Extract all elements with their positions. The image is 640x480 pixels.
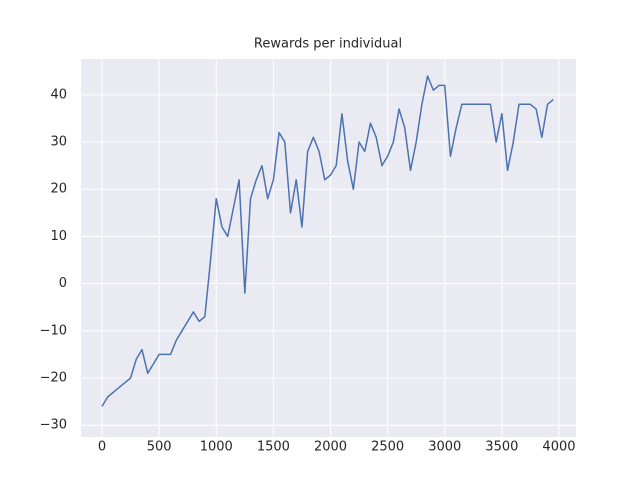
y-tick-label: −20 [40,371,67,386]
y-tick-label: 0 [59,276,67,291]
y-tick-label: −10 [40,323,67,338]
y-tick-label: 20 [50,182,67,197]
x-tick-label: 4000 [542,440,575,455]
x-tick-label: 1000 [200,440,233,455]
x-tick-label: 2000 [314,440,347,455]
y-tick-label: 30 [50,135,67,150]
x-tick-label: 3500 [485,440,518,455]
y-tick-label: 40 [50,87,67,102]
x-tick-label: 0 [98,440,106,455]
chart-title: Rewards per individual [254,37,402,52]
x-tick-label: 2500 [371,440,404,455]
x-tick-label: 500 [147,440,172,455]
y-tick-label: 10 [50,229,67,244]
x-tick-label: 1500 [257,440,290,455]
x-tick-label: 3000 [428,440,461,455]
data-line [101,75,554,407]
y-tick-label: −30 [40,418,67,433]
